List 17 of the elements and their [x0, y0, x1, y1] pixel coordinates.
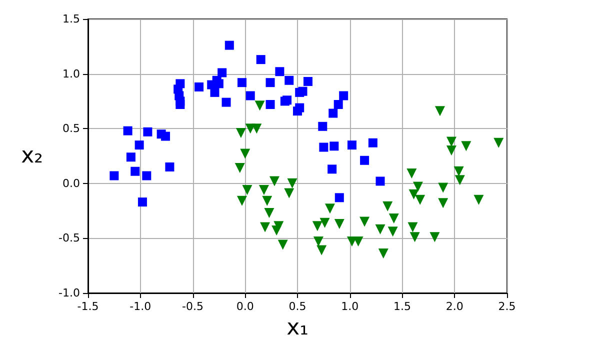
x-tick-label: 1.0: [341, 300, 359, 313]
x-axis-title: x₁: [286, 316, 308, 340]
x-tick-label: 2.0: [446, 300, 464, 313]
x-tick-label: 0.5: [288, 300, 306, 313]
x-tick-label: -0.5: [182, 300, 204, 313]
x-tick-label: -1.5: [77, 300, 99, 313]
x-tick-label: 0.0: [236, 300, 254, 313]
y-tick-label: 0.5: [62, 122, 80, 136]
x-tick-label: 1.5: [394, 300, 411, 313]
x-tick-label: 2.5: [498, 300, 516, 313]
y-tick-label: 1.0: [62, 67, 80, 80]
y-tick-label: 1.5: [62, 12, 80, 26]
y-tick-label: -0.5: [58, 232, 80, 245]
y-axis-title: x₂: [21, 144, 43, 168]
y-tick-label: -1.0: [58, 286, 80, 300]
x-tick-label: -1.0: [130, 300, 152, 313]
y-tick-label: 0.0: [62, 176, 80, 190]
